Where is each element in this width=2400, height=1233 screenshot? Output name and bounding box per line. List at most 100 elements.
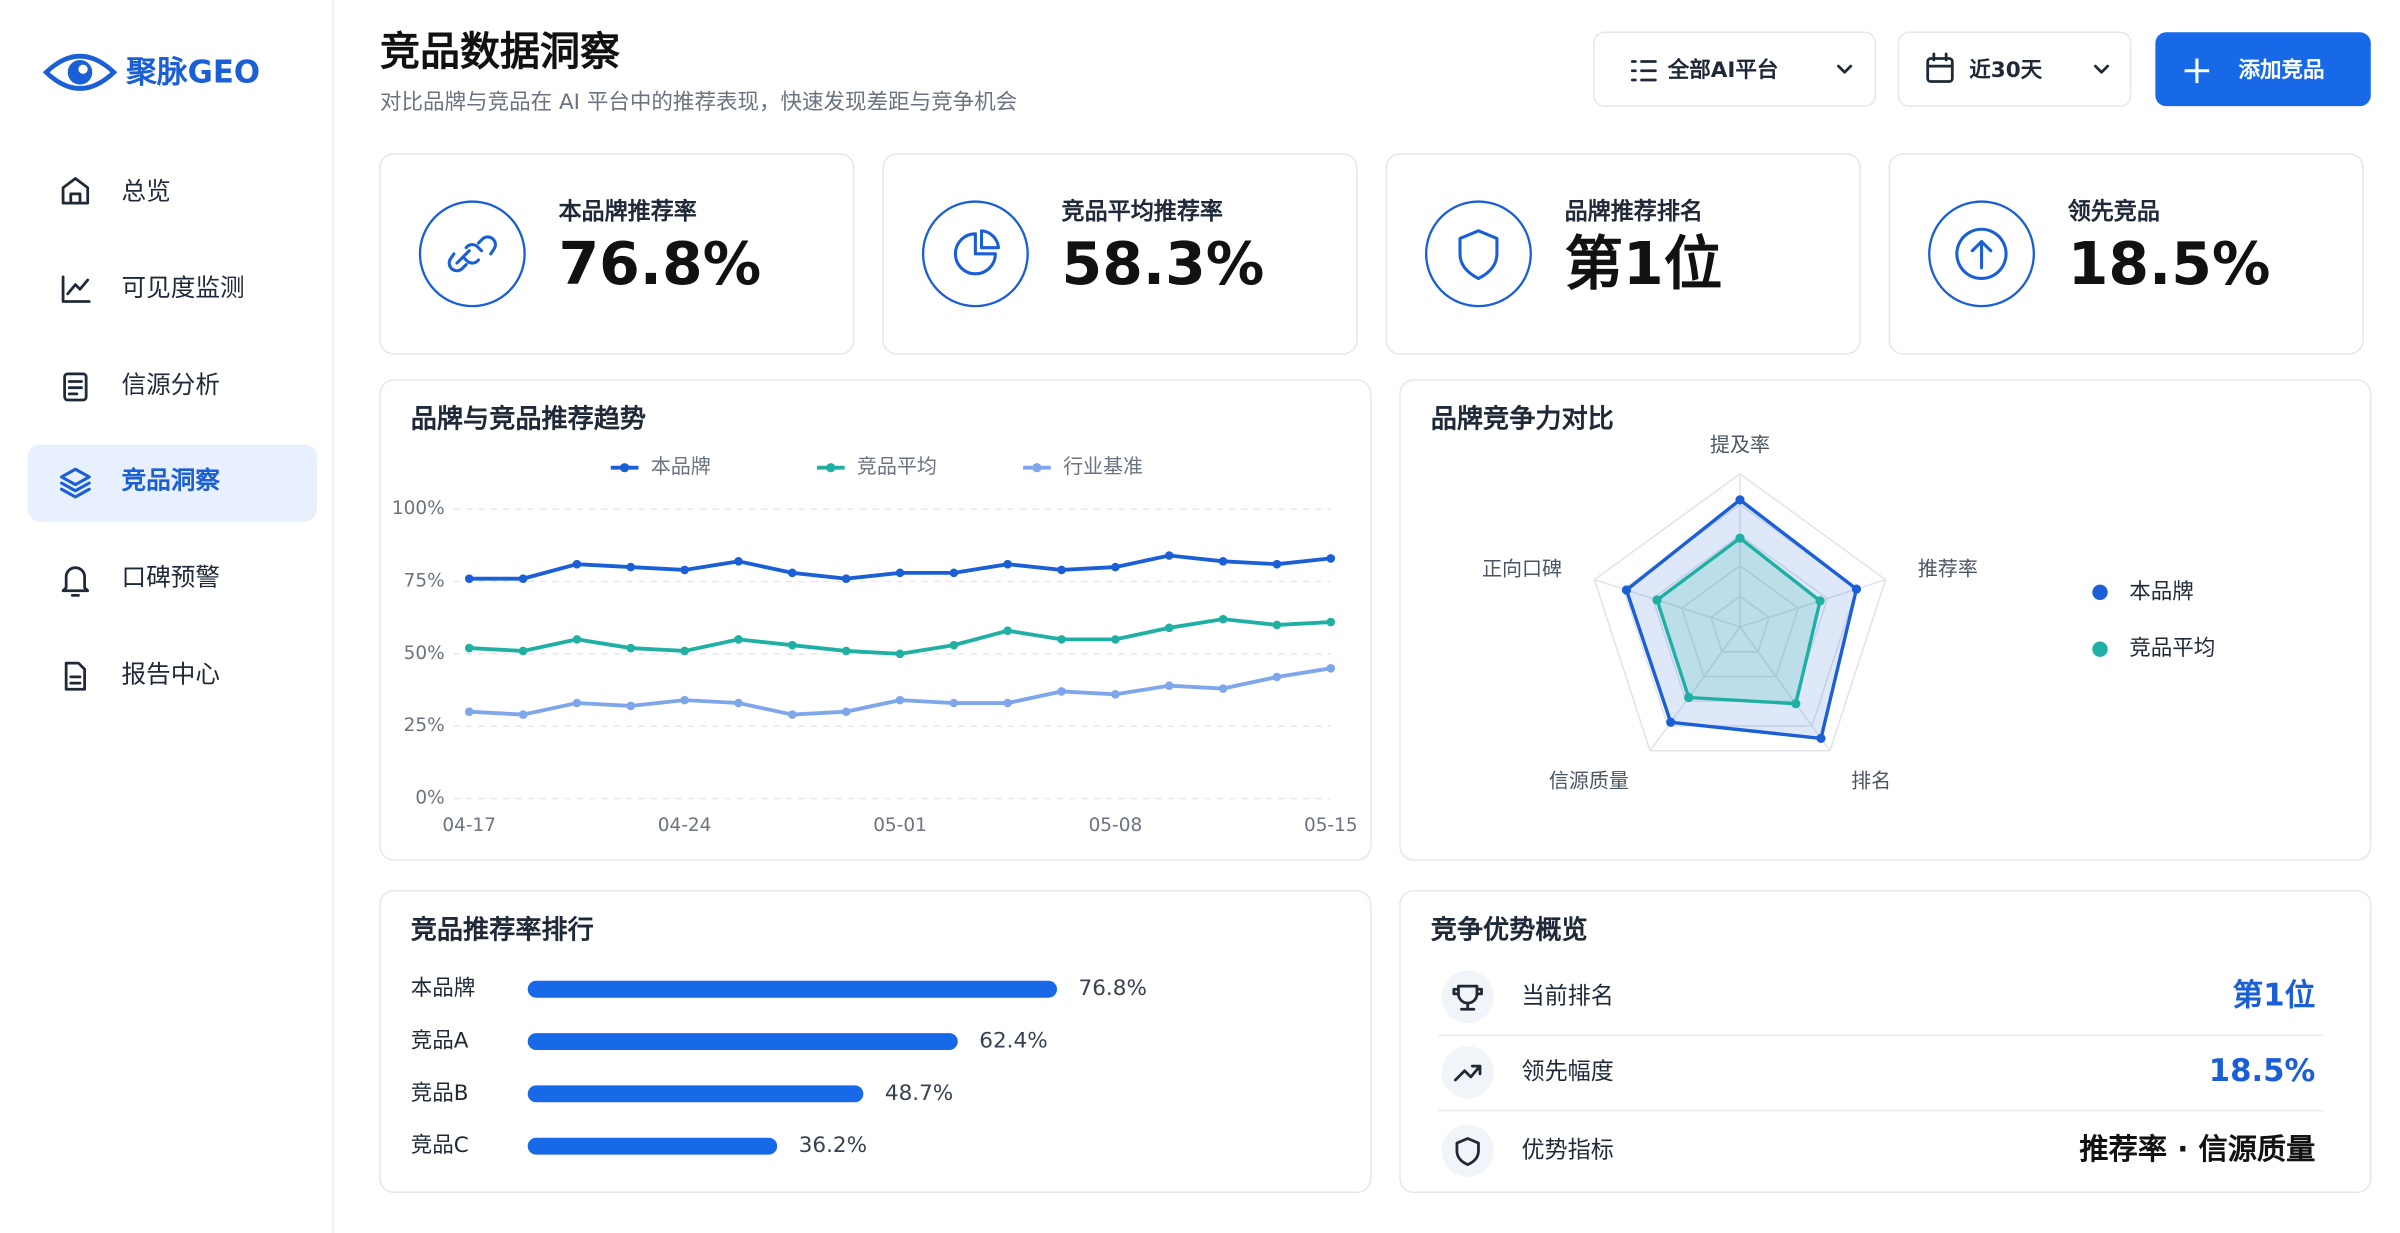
data-point — [1057, 565, 1066, 575]
data-point — [572, 559, 582, 569]
page-title: 竞品数据洞察 — [380, 29, 620, 75]
bar-value-label: 76.8% — [1079, 976, 1147, 1001]
advantage-value: 第1位 — [2232, 977, 2315, 1013]
advantage-icon — [1453, 1064, 1482, 1082]
radar-point — [1791, 699, 1801, 709]
data-point — [949, 640, 959, 650]
data-point — [1003, 698, 1012, 708]
data-point — [734, 556, 743, 566]
y-tick-label: 50% — [404, 643, 445, 664]
legend-label: 本品牌 — [651, 454, 711, 478]
legend-dot — [826, 463, 836, 473]
chart-title: 品牌与竞品推荐趋势 — [411, 403, 646, 434]
data-point — [949, 698, 959, 708]
radar-axis-label: 排名 — [1851, 768, 1891, 792]
y-tick-label: 0% — [415, 787, 444, 808]
radar-spoke — [1649, 626, 1741, 752]
filter-platform[interactable] — [1593, 31, 1877, 107]
radar-point — [1851, 584, 1862, 594]
bar-label: 竞品B — [411, 1081, 469, 1106]
data-point — [1326, 617, 1336, 627]
advantage-label: 领先幅度 — [1522, 1059, 1614, 1085]
radar-point — [1684, 692, 1694, 703]
radar-spoke — [1594, 578, 1741, 628]
data-point — [734, 635, 743, 644]
data-point — [1218, 556, 1228, 566]
bar — [527, 1137, 778, 1155]
nav-item[interactable]: 总览 — [122, 176, 171, 205]
advantage-value: 18.5% — [2209, 1053, 2316, 1089]
filter-platform-label[interactable]: 全部AI平台 — [1667, 57, 1779, 83]
data-point — [626, 562, 636, 572]
advantage-title: 竞争优势概览 — [1431, 914, 1588, 945]
nav-icons — [60, 177, 91, 691]
kpi-glyph — [953, 229, 1001, 276]
kpi-value: 第1位 — [1565, 230, 1723, 298]
bar-value-label: 36.2% — [799, 1133, 867, 1158]
advantage-icon-bg — [1441, 1124, 1494, 1177]
kpi-icon — [1424, 200, 1532, 308]
data-point — [788, 640, 797, 650]
data-point — [788, 568, 797, 578]
page-subtitle: 对比品牌与竞品在 AI 平台中的推荐表现，快速发现差距与竞争机会 — [380, 90, 1017, 115]
data-point — [788, 710, 797, 719]
nav-item[interactable]: 可见度监测 — [122, 273, 245, 302]
radar-axis-label: 推荐率 — [1918, 557, 1978, 581]
legend-dot — [620, 463, 630, 473]
kpi-label: 领先竞品 — [2068, 198, 2160, 225]
data-point — [1057, 687, 1066, 696]
radar-axis-label: 信源质量 — [1549, 768, 1629, 792]
kpi-card — [379, 153, 855, 355]
radar-area — [1655, 536, 1822, 706]
bar — [527, 1085, 864, 1103]
nav-item[interactable]: 信源分析 — [122, 370, 220, 399]
trend-card — [379, 379, 1372, 861]
filter-period[interactable] — [1897, 31, 2132, 107]
kpi-card — [1888, 153, 2364, 355]
chart-title: 竞品推荐率排行 — [411, 914, 594, 945]
kpi-icon — [1928, 200, 2035, 308]
legend-label: 竞品平均 — [857, 454, 937, 478]
kpi-icon — [418, 200, 526, 308]
data-point — [1057, 635, 1066, 644]
data-point — [1326, 664, 1336, 673]
x-tick-label: 05-08 — [1089, 815, 1143, 836]
radar-point — [1666, 717, 1676, 727]
nav-item[interactable]: 竞品洞察 — [122, 466, 221, 495]
bar-label: 竞品A — [411, 1029, 469, 1054]
radar-spoke — [1739, 578, 1886, 628]
kpi-value: 18.5% — [2068, 230, 2271, 298]
legend-label: 行业基准 — [1063, 454, 1143, 478]
kpi-glyph — [1458, 229, 1499, 280]
add-button-label[interactable]: 添加竞品 — [2238, 57, 2324, 83]
data-point — [464, 643, 474, 653]
data-point — [1326, 554, 1336, 563]
data-point — [895, 568, 905, 578]
x-tick-label: 04-17 — [442, 815, 496, 836]
kpi-glyph — [447, 235, 497, 273]
data-point — [626, 643, 636, 653]
advantage-label: 当前排名 — [1522, 983, 1614, 1009]
data-point — [518, 574, 528, 583]
data-point — [1218, 684, 1228, 693]
data-point — [680, 565, 689, 575]
data-point — [1164, 623, 1174, 633]
add-competitor-button[interactable] — [2155, 32, 2371, 107]
kpi-icon — [921, 200, 1029, 308]
radar-point — [1815, 596, 1825, 606]
advantage-label: 优势指标 — [1522, 1137, 1614, 1163]
data-point — [949, 568, 959, 578]
legend-dot — [2092, 641, 2108, 657]
data-point — [1111, 690, 1120, 699]
data-point — [734, 698, 743, 708]
x-tick-label: 04-24 — [658, 815, 712, 836]
nav-item[interactable]: 口碑预警 — [122, 562, 220, 591]
data-point — [1272, 672, 1282, 682]
legend-dot — [1032, 463, 1042, 473]
nav-item[interactable]: 报告中心 — [122, 659, 220, 688]
radar-point — [1735, 533, 1745, 543]
radar-ring — [1593, 472, 1887, 752]
data-point — [1164, 551, 1174, 560]
filter-period-label[interactable]: 近30天 — [1969, 57, 2042, 83]
radar-point — [1816, 733, 1826, 743]
